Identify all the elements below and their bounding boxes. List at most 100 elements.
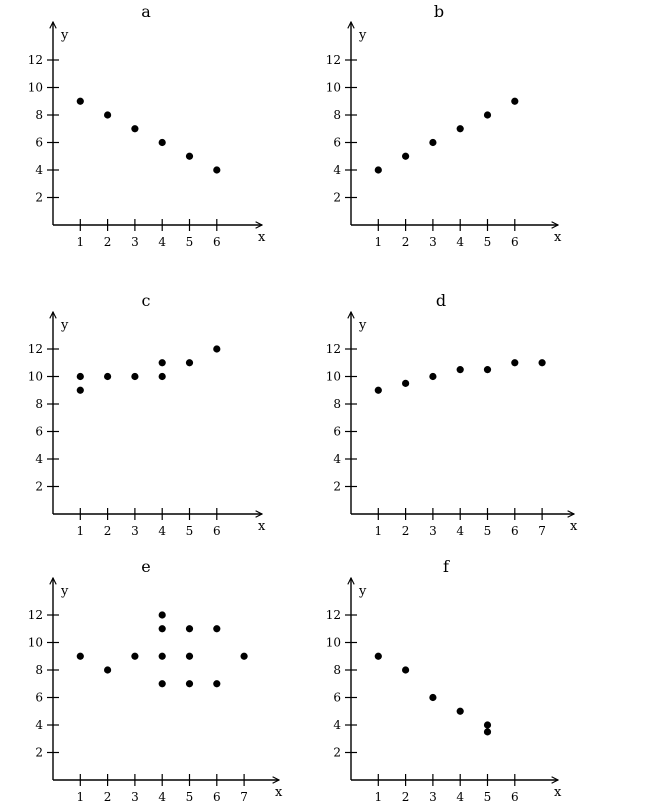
data-point [374, 166, 382, 174]
y-tick-label: 2 [35, 746, 43, 760]
x-tick-label: 5 [186, 235, 194, 249]
x-tick-label: 1 [374, 235, 382, 249]
y-tick-label: 4 [35, 452, 43, 466]
x-tick-label: 3 [429, 235, 437, 249]
data-point [429, 693, 437, 702]
y-tick-label: 4 [333, 163, 341, 177]
x-tick-label: 3 [131, 790, 139, 804]
x-axis-label: x [275, 785, 283, 800]
x-tick-label: 4 [456, 524, 464, 538]
y-tick-label: 2 [333, 480, 341, 494]
y-tick-label: 2 [35, 480, 43, 494]
y-tick-label: 10 [326, 81, 341, 95]
data-point [158, 138, 166, 147]
x-tick-label: 2 [104, 524, 112, 538]
panel-title: f [443, 557, 450, 576]
x-axis-label: x [570, 519, 578, 534]
y-tick-label: 8 [333, 108, 341, 122]
x-tick-label: 2 [104, 235, 112, 249]
data-point [456, 125, 464, 133]
y-tick-label: 12 [326, 342, 341, 356]
x-tick-label: 7 [538, 524, 546, 538]
y-tick-label: 4 [333, 718, 341, 732]
x-tick-label: 1 [76, 524, 84, 538]
y-tick-label: 8 [35, 397, 43, 411]
y-tick-label: 6 [35, 136, 43, 150]
data-point [483, 111, 492, 119]
x-tick-label: 2 [104, 790, 112, 804]
data-point [104, 666, 112, 674]
y-tick-label: 12 [326, 53, 341, 67]
y-tick-label: 10 [28, 370, 43, 384]
data-point [158, 680, 166, 688]
data-point [538, 359, 546, 367]
data-point [402, 666, 410, 674]
x-axis-label: x [258, 519, 266, 534]
y-tick-label: 8 [35, 663, 43, 677]
x-axis-label: x [554, 230, 562, 245]
x-tick-label: 4 [456, 235, 464, 249]
y-tick-label: 8 [333, 397, 341, 411]
y-axis-label: y [358, 28, 367, 43]
data-point [456, 707, 464, 715]
data-point [429, 138, 437, 147]
x-tick-label: 5 [186, 790, 194, 804]
data-point [213, 166, 221, 174]
y-tick-label: 4 [35, 718, 43, 732]
x-tick-label: 7 [240, 790, 248, 804]
y-tick-label: 6 [333, 425, 341, 439]
data-point [158, 359, 166, 367]
data-point [104, 111, 112, 119]
x-tick-label: 4 [456, 790, 464, 804]
y-tick-label: 6 [35, 691, 43, 705]
data-point [185, 680, 194, 688]
data-point [76, 372, 84, 381]
x-tick-label: 6 [511, 524, 519, 538]
data-point [456, 366, 464, 374]
data-point [240, 652, 248, 660]
data-point [185, 359, 194, 367]
x-tick-label: 5 [484, 235, 492, 249]
x-tick-label: 1 [374, 524, 382, 538]
y-axis-label: y [358, 318, 367, 333]
data-point [158, 652, 166, 660]
x-tick-label: 5 [186, 524, 194, 538]
data-point [185, 625, 194, 633]
data-point [104, 372, 112, 381]
panel-title: b [434, 2, 444, 21]
data-point [483, 721, 492, 729]
x-tick-label: 4 [158, 235, 166, 249]
data-point [213, 680, 221, 688]
x-tick-label: 5 [484, 524, 492, 538]
x-axis-label: x [258, 230, 266, 245]
x-axis-label: x [554, 785, 562, 800]
y-tick-label: 8 [35, 108, 43, 122]
data-point [511, 97, 519, 105]
data-point [131, 652, 139, 660]
y-tick-label: 10 [326, 370, 341, 384]
y-tick-label: 6 [333, 691, 341, 705]
y-axis-label: y [358, 584, 367, 599]
x-tick-label: 3 [429, 790, 437, 804]
x-tick-label: 4 [158, 524, 166, 538]
data-point [511, 359, 519, 367]
panel-title: c [142, 291, 151, 310]
data-point [213, 345, 221, 353]
y-axis-label: y [60, 28, 69, 43]
y-tick-label: 10 [326, 636, 341, 650]
x-tick-label: 3 [429, 524, 437, 538]
x-tick-label: 1 [76, 235, 84, 249]
data-point [76, 386, 84, 394]
x-tick-label: 1 [374, 790, 382, 804]
data-point [158, 372, 166, 381]
data-point [374, 386, 382, 394]
panel-title: a [141, 2, 151, 21]
data-point [158, 625, 166, 633]
data-point [402, 152, 410, 160]
data-point [374, 652, 382, 660]
data-point [402, 379, 410, 387]
